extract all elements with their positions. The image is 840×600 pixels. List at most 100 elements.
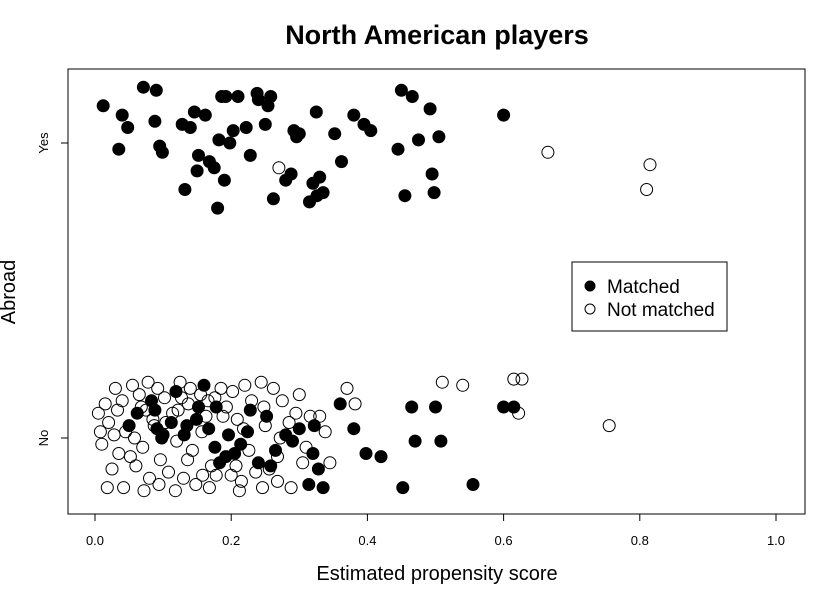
data-point-matched [286,434,299,448]
data-point-not-matched [340,381,354,395]
data-point-matched [260,409,274,423]
data-point-matched [130,406,144,420]
data-point-matched [155,145,169,159]
data-point-not-matched [209,468,223,482]
data-point-not-matched [102,416,116,429]
data-point-matched [432,130,446,144]
data-point-not-matched [318,425,332,439]
data-point-not-matched [112,447,126,460]
data-point-not-matched [507,372,521,386]
data-point-matched [156,428,170,442]
data-point-matched [425,167,439,181]
data-point-matched [192,400,205,414]
data-point-not-matched [98,397,112,411]
data-point-not-matched [284,481,298,495]
data-point-not-matched [254,375,268,389]
data-point-matched [408,434,422,448]
data-point-matched [217,173,231,187]
data-point-not-matched [201,394,215,408]
data-point-not-matched [181,453,195,467]
data-point-not-matched [91,406,105,420]
data-point-matched [96,99,110,113]
data-point-matched [423,102,437,116]
data-point-not-matched [100,481,114,495]
data-point-matched [226,124,240,138]
data-point-not-matched [107,428,121,442]
data-point-matched [269,443,282,457]
data-point-matched [219,90,233,103]
data-point-matched [228,447,242,460]
data-point-matched [212,133,226,147]
data-point-matched [347,422,361,436]
data-point-matched [231,90,245,103]
data-point-matched [394,83,408,97]
data-point-matched [202,422,216,436]
data-point-matched [211,201,225,215]
data-point-not-matched [129,459,143,473]
data-point-matched [164,416,178,429]
data-point-matched [466,478,480,491]
y-axis: No Yes [36,132,68,446]
legend-box [571,261,728,332]
data-point-matched [243,148,257,162]
data-point-not-matched [202,481,216,495]
data-point-not-matched [136,440,150,454]
data-point-not-matched [230,412,244,426]
x-tick-label: 0.6 [495,533,513,548]
data-point-not-matched [126,378,139,392]
data-point-not-matched [151,381,165,395]
data-point-matched [169,385,183,398]
data-point-matched [208,440,222,454]
data-point-not-matched [226,385,240,398]
data-point-matched [258,117,272,131]
data-point-not-matched [123,450,137,464]
data-point-matched [264,90,278,103]
y-axis-label: Abroad [0,260,20,325]
data-point-not-matched [232,484,246,498]
data-point-not-matched [162,465,175,479]
data-point-matched [222,428,235,442]
data-point-not-matched [292,388,306,402]
data-point-not-matched [296,456,310,470]
data-point-matched [359,447,373,460]
data-point-not-matched [435,375,449,389]
data-point-matched [396,481,410,495]
legend-not-matched-label: Not matched [607,300,715,321]
data-point-not-matched [185,443,199,457]
data-point-matched [364,124,378,138]
data-point-not-matched [515,372,529,386]
data-point-not-matched [108,381,122,395]
data-point-matched [241,425,254,439]
data-point-not-matched [153,453,167,467]
data-point-matched [292,127,306,141]
data-point-not-matched [111,403,124,417]
data-point-matched [234,437,248,451]
legend-matched-label: Matched [607,277,680,298]
data-point-not-matched [152,478,166,491]
x-tick-label: 0.8 [631,533,649,548]
data-point-matched [335,155,348,169]
data-point-matched [239,121,253,134]
data-point-not-matched [541,145,555,159]
data-point-not-matched [168,484,182,498]
data-point-not-matched [289,406,303,420]
data-point-not-matched [141,375,155,389]
x-tick-label: 1.0 [767,533,785,548]
data-point-not-matched [456,378,470,392]
data-point-matched [112,142,126,156]
data-point-matched [307,419,321,433]
data-point-matched [292,422,306,436]
data-point-matched [190,412,203,426]
data-point-not-matched [115,394,129,408]
data-point-matched [209,400,223,414]
data-point-not-matched [117,481,131,495]
data-point-not-matched [216,409,230,423]
data-point-not-matched [143,471,156,485]
data-point-matched [306,447,320,460]
data-point-matched [115,108,129,122]
data-point-matched [192,148,205,162]
data-point-matched [405,400,419,414]
data-point-not-matched [282,416,296,429]
data-point-matched [427,186,441,200]
